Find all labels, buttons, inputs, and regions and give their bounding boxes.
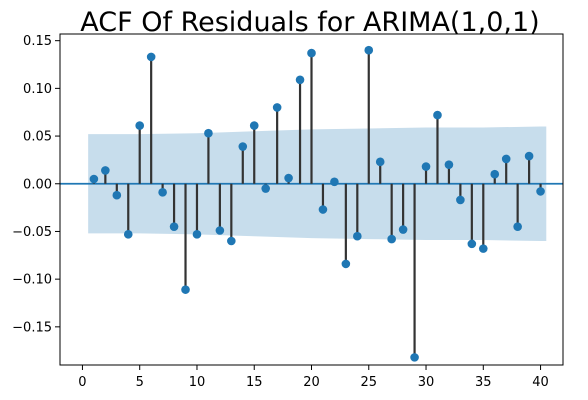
marker-layer (89, 45, 545, 362)
acf-marker (387, 234, 396, 244)
y-tick-label: 0.10 (23, 82, 52, 97)
acf-marker (169, 222, 179, 231)
acf-marker (284, 173, 293, 183)
acf-marker (375, 157, 385, 167)
y-tick-label: 0.15 (23, 34, 52, 49)
x-tick-label: 35 (475, 375, 492, 390)
y-tick-label: −0.15 (12, 320, 52, 335)
acf-marker (410, 353, 419, 362)
acf-marker (307, 48, 316, 58)
acf-marker (261, 184, 270, 193)
y-axis-ticks: 0.15 0.10 0.05 0.00 −0.05 −0.10 −0.15 (12, 34, 60, 335)
acf-marker (467, 239, 477, 249)
acf-marker (536, 187, 545, 196)
y-tick-label: 0.05 (23, 130, 52, 145)
x-tick-label: 20 (303, 375, 320, 390)
acf-marker (112, 190, 122, 200)
acf-marker (421, 162, 431, 171)
acf-marker (227, 236, 236, 246)
acf-marker (398, 225, 408, 234)
acf-marker (433, 110, 442, 120)
acf-marker (238, 142, 248, 151)
acf-marker (146, 52, 156, 62)
acf-marker (330, 177, 339, 187)
acf-marker (341, 259, 351, 269)
x-tick-label: 30 (418, 375, 435, 390)
acf-marker (123, 230, 133, 239)
x-tick-label: 10 (189, 375, 206, 390)
acf-marker (444, 160, 454, 169)
acf-marker (158, 188, 167, 197)
y-tick-label: −0.10 (12, 273, 52, 288)
stem-layer (92, 50, 542, 358)
acf-marker (295, 75, 305, 85)
acf-marker (249, 121, 259, 130)
acf-marker (204, 128, 213, 138)
acf-marker (101, 166, 110, 175)
x-tick-label: 15 (246, 375, 263, 390)
acf-marker (490, 169, 500, 179)
acf-marker (364, 45, 374, 55)
acf-marker (192, 230, 202, 239)
x-tick-label: 25 (360, 375, 377, 390)
y-tick-label: −0.05 (12, 225, 52, 240)
y-tick-label: 0.00 (23, 177, 52, 192)
x-tick-label: 5 (136, 375, 144, 390)
acf-marker (513, 222, 522, 231)
acf-marker (181, 285, 190, 294)
acf-marker (89, 174, 99, 184)
acf-marker (272, 103, 282, 112)
acf-marker (456, 195, 465, 205)
acf-marker (135, 121, 145, 130)
x-tick-label: 40 (532, 375, 549, 390)
x-axis-ticks: 0 5 10 15 20 25 30 35 40 (78, 365, 549, 390)
acf-marker (353, 231, 362, 241)
chart-title: ACF Of Residuals for ARIMA(1,0,1) (80, 7, 539, 38)
acf-marker (501, 154, 511, 164)
acf-marker (524, 151, 534, 161)
acf-marker (318, 205, 328, 214)
acf-marker (215, 226, 225, 235)
x-tick-label: 0 (78, 375, 86, 390)
acf-marker (478, 244, 488, 253)
